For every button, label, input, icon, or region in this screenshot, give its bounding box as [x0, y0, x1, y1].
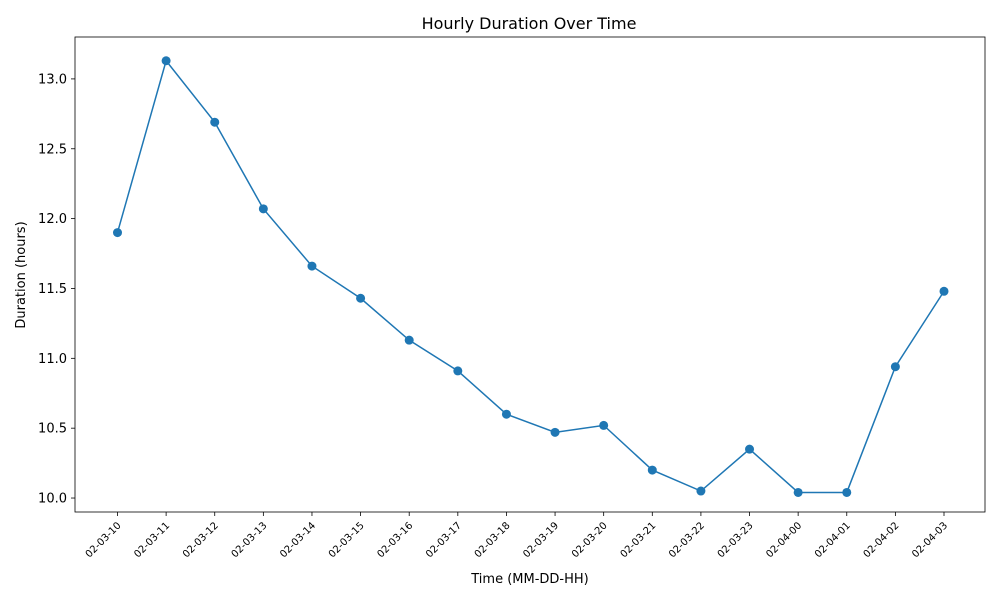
- x-tick-label: 02-03-10: [84, 520, 124, 560]
- y-tick-label: 13.0: [38, 72, 67, 87]
- x-tick-label: 02-04-01: [813, 520, 853, 560]
- data-point: [793, 487, 803, 497]
- x-tick-label: 02-03-14: [278, 520, 318, 560]
- x-tick-label: 02-03-19: [521, 520, 561, 560]
- x-tick-label: 02-03-18: [473, 520, 513, 560]
- y-tick-label: 11.5: [38, 282, 67, 297]
- data-point: [696, 486, 706, 496]
- x-tick-label: 02-03-15: [327, 520, 367, 560]
- plot-series: [113, 56, 949, 497]
- data-point: [550, 427, 560, 437]
- data-point: [258, 204, 268, 214]
- plot-frame: [74, 36, 986, 513]
- y-tick-label: 10.0: [38, 492, 67, 507]
- data-point: [939, 286, 949, 296]
- data-point: [647, 465, 657, 475]
- y-tick-label: 12.5: [38, 142, 67, 157]
- y-tick-label: 12.0: [38, 212, 67, 227]
- x-tick-label: 02-04-03: [910, 520, 950, 560]
- x-tick-label: 02-03-20: [570, 520, 610, 560]
- x-tick-label: 02-03-21: [619, 520, 659, 560]
- data-point: [161, 56, 171, 66]
- x-tick-label: 02-03-23: [716, 520, 756, 560]
- x-tick-label: 02-03-16: [375, 520, 415, 560]
- y-tick-label: 11.0: [38, 352, 67, 367]
- x-tick-label: 02-03-11: [132, 520, 172, 560]
- data-point: [210, 117, 220, 127]
- data-point: [501, 409, 511, 419]
- data-point: [453, 366, 463, 376]
- data-point: [842, 487, 852, 497]
- x-tick-label: 02-03-17: [424, 520, 464, 560]
- data-point: [113, 228, 122, 238]
- y-axis-label: Duration (hours): [14, 221, 29, 328]
- x-tick-label: 02-04-00: [764, 520, 804, 560]
- data-point: [890, 362, 900, 372]
- y-tick-label: 10.5: [38, 422, 67, 437]
- data-point: [599, 420, 609, 430]
- data-point: [404, 335, 414, 345]
- x-tick-label: 02-03-22: [667, 520, 707, 560]
- series-line: [116, 59, 945, 494]
- y-axis: 10.0 10.5 11.0 11.5 12.0 12.5 13.0: [38, 72, 75, 507]
- x-tick-label: 02-03-12: [181, 520, 221, 560]
- data-point: [307, 261, 317, 271]
- x-axis: 02-03-10 02-03-11 02-03-12 02-03-13 02-03-14…: [84, 512, 950, 560]
- x-tick-label: 02-04-02: [862, 520, 902, 560]
- data-point: [745, 444, 755, 454]
- chart-title: Hourly Duration Over Time: [422, 14, 637, 33]
- x-axis-label: Time (MM-DD-HH): [470, 572, 588, 587]
- data-point: [356, 293, 366, 303]
- x-tick-label: 02-03-13: [230, 520, 270, 560]
